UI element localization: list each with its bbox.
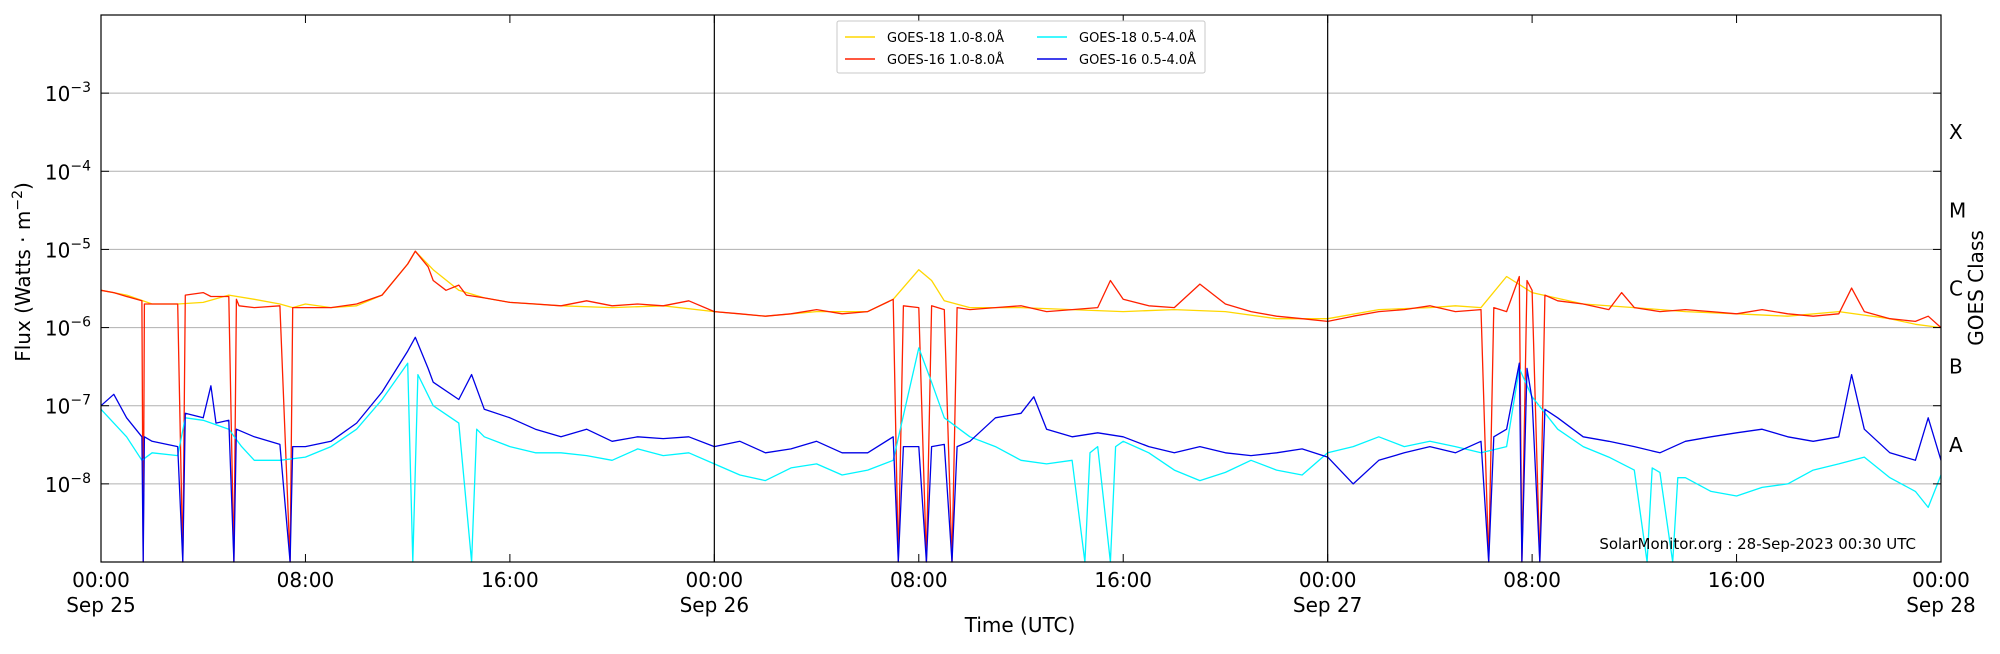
legend-label: GOES-16 1.0-8.0Å (887, 52, 1004, 68)
x-tick-label-time: 16:00 (1094, 568, 1152, 592)
y-axis-label: Flux (Watts · m−2) (10, 182, 35, 362)
y-tick-label: 10−6 (45, 315, 91, 341)
y-tick-label-base: 10 (45, 160, 70, 184)
y-tick-label-base: 10 (45, 317, 70, 341)
x-tick-label-date: Sep 26 (680, 593, 750, 617)
y-tick-label: 10−4 (45, 158, 91, 184)
x-tick-label-time: 16:00 (1708, 568, 1766, 592)
goes-class-label: C (1949, 277, 1963, 301)
x-tick-label-time: 00:00 (1912, 568, 1970, 592)
y-axis-label-exponent: −2 (10, 190, 26, 211)
x-tick-label-time: 08:00 (1503, 568, 1561, 592)
y-axis-label-main: Flux (Watts · m (11, 211, 35, 362)
y-tick-label-base: 10 (45, 238, 70, 262)
series-line-3 (100, 336, 1942, 563)
source-annotation: SolarMonitor.org : 28-Sep-2023 00:30 UTC (1599, 535, 1916, 553)
y-axis-label-close: ) (11, 182, 35, 190)
y-tick-label: 10−8 (45, 471, 91, 497)
series-layer (100, 250, 1942, 563)
legend-box (836, 20, 1206, 74)
x-tick-label-date: Sep 27 (1293, 593, 1363, 617)
x-tick-label-date: Sep 28 (1906, 593, 1976, 617)
y-tick-label-exponent: −4 (70, 158, 91, 174)
y-tick-label-exponent: −8 (70, 471, 91, 487)
legend-label: GOES-16 0.5-4.0Å (1079, 52, 1196, 68)
y-tick-label-exponent: −3 (70, 80, 91, 96)
y-tick-label-exponent: −7 (70, 393, 91, 409)
x-tick-label-time: 16:00 (481, 568, 539, 592)
goes-class-label: M (1949, 198, 1966, 222)
plot-frame (100, 14, 1942, 563)
legend-label: GOES-18 0.5-4.0Å (1079, 30, 1196, 46)
x-tick-label-time: 00:00 (686, 568, 744, 592)
y-tick-label-base: 10 (45, 395, 70, 419)
goes-class-label: B (1949, 355, 1963, 379)
legend: GOES-18 1.0-8.0Å GOES-16 1.0-8.0Å GOES-18 … (836, 20, 1206, 74)
legend-label: GOES-18 1.0-8.0Å (887, 30, 1004, 46)
frame-layer (100, 14, 1942, 563)
y-tick-label: 10−7 (45, 393, 91, 419)
x-axis-label: Time (UTC) (964, 613, 1076, 637)
y-tick-label-exponent: −5 (70, 236, 91, 252)
goes-class-label: X (1949, 120, 1963, 144)
y-tick-label: 10−5 (45, 236, 91, 262)
series-line-0 (100, 250, 1942, 329)
grid-layer (101, 92, 1941, 485)
goes-class-label: A (1949, 433, 1963, 457)
series-line-1 (100, 250, 1942, 563)
x-tick-label-date: Sep 25 (66, 593, 136, 617)
x-tick-label-time: 00:00 (72, 568, 130, 592)
goes-class-axis-label: GOES Class (1964, 230, 1988, 346)
y-tick-label-exponent: −6 (70, 315, 91, 331)
y-tick-label-base: 10 (45, 82, 70, 106)
x-tick-label-time: 08:00 (277, 568, 335, 592)
x-tick-label-time: 08:00 (890, 568, 948, 592)
series-line-2 (100, 347, 1942, 563)
x-tick-label-time: 00:00 (1299, 568, 1357, 592)
y-tick-label: 10−3 (45, 80, 91, 106)
y-tick-label-base: 10 (45, 473, 70, 497)
